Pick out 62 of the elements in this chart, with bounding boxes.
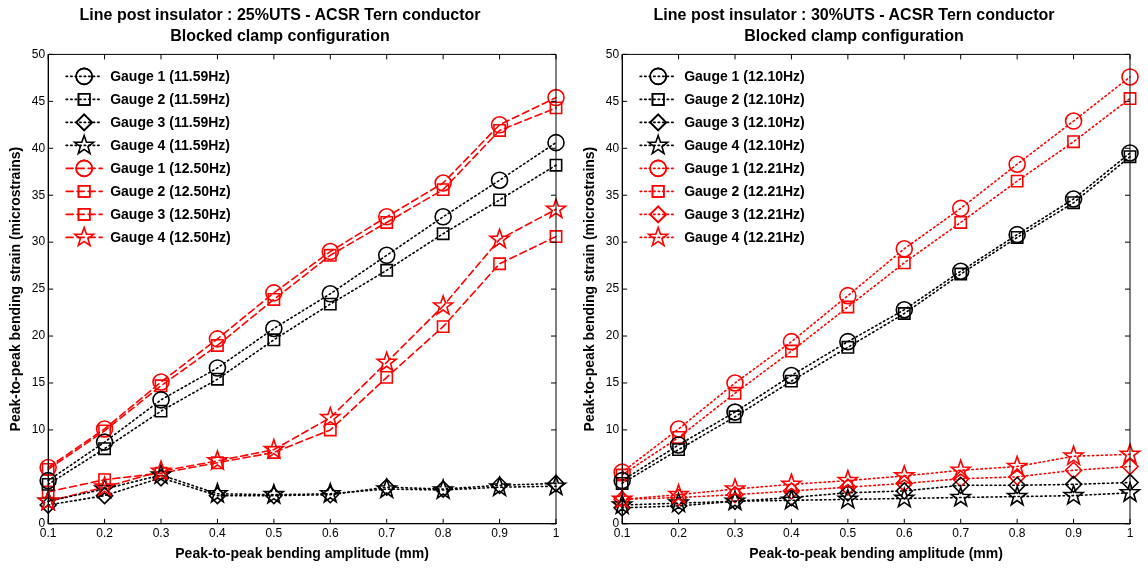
legend-label: Gauge 4 (11.59Hz) [110, 137, 230, 154]
x-tick-label: 0.8 [1008, 526, 1026, 541]
x-tick-label: 0.8 [434, 526, 452, 541]
x-tick-label: 0.2 [96, 526, 114, 541]
x-tick-label: 0.2 [670, 526, 688, 541]
x-tick-label: 0.5 [839, 526, 857, 541]
legend-label: Gauge 1 (12.21Hz) [684, 160, 805, 177]
x-tick-label: 0.7 [952, 526, 970, 541]
y-tick-label: 20 [605, 328, 620, 343]
y-tick-label: 40 [605, 140, 620, 155]
y-tick-label: 10 [31, 422, 46, 437]
chart-subtitle: Blocked clamp configuration [170, 27, 390, 45]
y-axis-title: Peak-to-peak bending strain (microstrains) [581, 146, 598, 432]
y-tick-label: 30 [605, 234, 620, 249]
legend-label: Gauge 2 (12.50Hz) [110, 183, 231, 200]
legend-label: Gauge 4 (12.50Hz) [110, 229, 231, 246]
chart-subtitle: Blocked clamp configuration [744, 27, 964, 45]
y-tick-label: 35 [31, 187, 46, 202]
y-tick-label: 25 [31, 281, 46, 296]
legend-label: Gauge 3 (12.50Hz) [110, 206, 231, 223]
x-tick-label: 1 [552, 526, 560, 541]
chart-title: Line post insulator : 25%UTS - ACSR Tern conductor [79, 6, 481, 24]
legend-label: Gauge 4 (12.10Hz) [684, 137, 805, 154]
y-tick-label: 40 [31, 140, 46, 155]
legend-label: Gauge 4 (12.21Hz) [684, 229, 805, 246]
y-axis-title: Peak-to-peak bending strain (microstrains) [7, 146, 24, 432]
x-tick-label: 0.6 [895, 526, 913, 541]
x-tick-label: 0.1 [613, 526, 631, 541]
legend-label: Gauge 1 (12.10Hz) [684, 68, 805, 85]
x-tick-label: 0.9 [491, 526, 509, 541]
y-tick-label: 35 [605, 187, 620, 202]
y-tick-label: 30 [31, 234, 46, 249]
legend-label: Gauge 3 (11.59Hz) [110, 114, 230, 131]
x-tick-label: 0.5 [265, 526, 283, 541]
x-axis-title: Peak-to-peak bending amplitude (mm) [175, 545, 429, 562]
y-tick-label: 15 [605, 375, 620, 390]
x-tick-label: 0.4 [783, 526, 801, 541]
x-tick-label: 0.3 [152, 526, 170, 541]
x-tick-label: 1 [1126, 526, 1134, 541]
y-tick-label: 45 [605, 93, 620, 108]
legend-label: Gauge 3 (12.10Hz) [684, 114, 805, 131]
legend-label: Gauge 1 (11.59Hz) [110, 68, 230, 85]
y-tick-label: 10 [605, 422, 620, 437]
y-tick-label: 50 [31, 46, 46, 61]
chart-title: Line post insulator : 30%UTS - ACSR Tern conductor [653, 6, 1055, 24]
y-tick-label: 50 [605, 46, 620, 61]
x-tick-label: 0.4 [209, 526, 227, 541]
y-tick-label: 20 [31, 328, 46, 343]
y-tick-label: 25 [605, 281, 620, 296]
x-tick-label: 0.3 [726, 526, 744, 541]
legend-label: Gauge 2 (11.59Hz) [110, 91, 230, 108]
legend-label: Gauge 1 (12.50Hz) [110, 160, 231, 177]
x-tick-label: 0.6 [321, 526, 339, 541]
x-tick-label: 0.9 [1065, 526, 1083, 541]
legend-label: Gauge 3 (12.21Hz) [684, 206, 805, 223]
y-tick-label: 15 [31, 375, 46, 390]
legend-label: Gauge 2 (12.10Hz) [684, 91, 805, 108]
legend-label: Gauge 2 (12.21Hz) [684, 183, 805, 200]
x-tick-label: 0.1 [39, 526, 57, 541]
x-tick-label: 0.7 [378, 526, 396, 541]
y-tick-label: 45 [31, 93, 46, 108]
x-axis-title: Peak-to-peak bending amplitude (mm) [749, 545, 1003, 562]
